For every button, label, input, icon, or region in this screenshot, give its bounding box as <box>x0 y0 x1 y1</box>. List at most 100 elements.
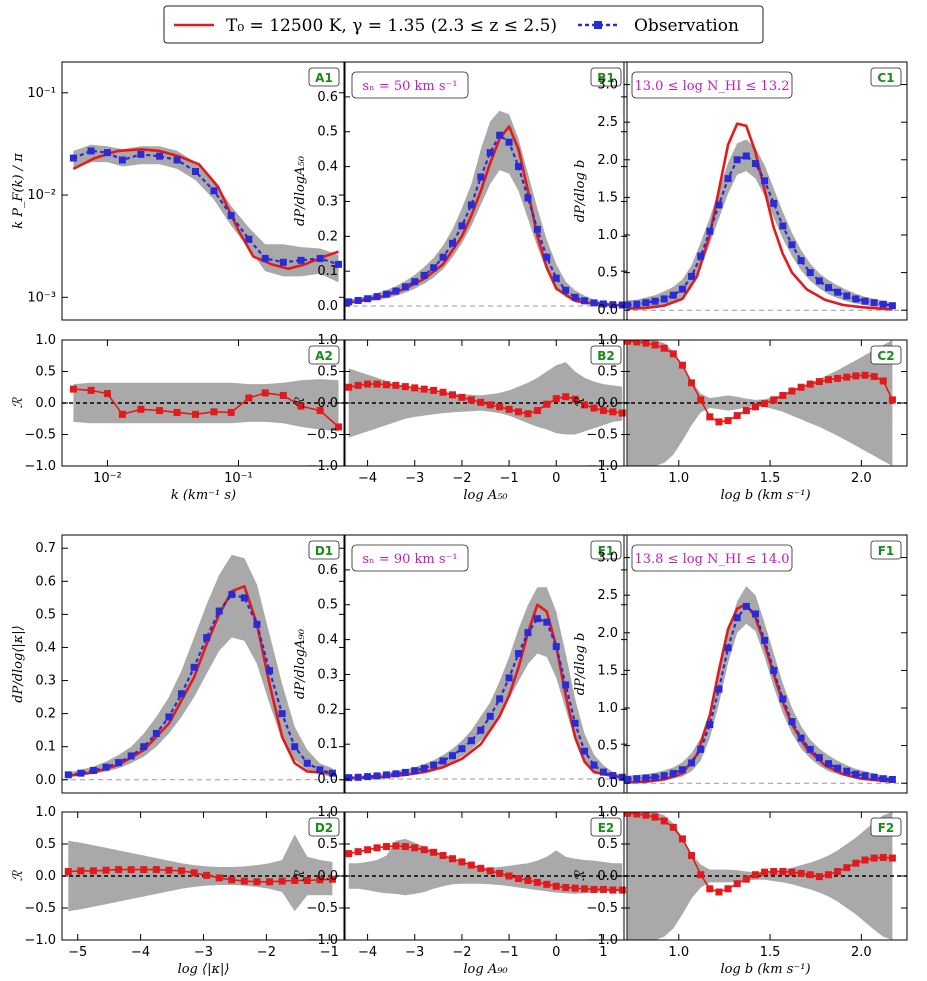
observation-point <box>496 695 504 703</box>
observation-point <box>140 743 148 751</box>
plot-area <box>344 110 627 309</box>
observation-point <box>669 769 677 777</box>
residual-point <box>515 408 523 416</box>
y-tick-label: −0.5 <box>306 901 338 916</box>
residual-point <box>834 868 842 876</box>
observation-point <box>382 290 390 298</box>
y-tick-label: 10⁻³ <box>27 290 56 305</box>
y-tick-label: 0.3 <box>317 194 338 209</box>
residual-point <box>715 888 723 896</box>
residual-point <box>715 418 723 426</box>
observation-point <box>806 745 814 753</box>
observation-point <box>115 759 123 767</box>
observation-point <box>392 287 400 295</box>
x-tick-label: −1 <box>320 945 339 960</box>
observation-point <box>177 690 185 698</box>
x-tick-label: −2 <box>257 945 276 960</box>
observation-point <box>888 302 896 310</box>
residual-point <box>227 408 235 416</box>
y-tick-label: −1.0 <box>306 459 338 474</box>
residual-point <box>724 885 732 893</box>
observation-point <box>505 138 513 146</box>
panel-tag-box <box>870 817 902 837</box>
observation-point <box>458 222 466 230</box>
observation-point <box>590 299 598 307</box>
y-tick-label: −1.0 <box>586 459 618 474</box>
observation-point <box>624 775 632 783</box>
y-tick-label: 0.4 <box>317 633 338 648</box>
residual-point <box>724 417 732 425</box>
residual-point <box>335 423 343 431</box>
y-tick-label: 0.1 <box>35 740 56 755</box>
y-tick-label: 0.5 <box>35 837 56 852</box>
observation-point <box>642 774 650 782</box>
x-tick-label: −2 <box>452 471 471 486</box>
annotation-text: sₙ = 90 km s⁻¹ <box>362 552 457 567</box>
observation-point <box>834 288 842 296</box>
observation-point <box>788 718 796 726</box>
observation-point <box>571 293 579 301</box>
residual-point <box>420 846 428 854</box>
annotation-text: 13.8 ≤ log N_HI ≤ 14.0 <box>635 552 790 567</box>
residual-point <box>651 341 659 349</box>
observation-point <box>590 761 598 769</box>
residual-point <box>69 385 77 393</box>
y-axis-label: k P_F(k) / π <box>11 153 26 229</box>
x-tick-label: −2 <box>452 945 471 960</box>
observation-point <box>806 269 814 277</box>
model-line <box>627 122 893 311</box>
observation-point <box>448 239 456 247</box>
residual-point <box>879 377 887 385</box>
residual-point <box>599 407 607 415</box>
observation-point <box>253 620 261 628</box>
y-axis-label: ℛ <box>573 396 588 408</box>
y-tick-label: 0.5 <box>317 125 338 140</box>
y-axis-label: ℛ <box>293 869 308 881</box>
observation-point <box>373 293 381 301</box>
plot-area <box>62 379 345 432</box>
y-axis-label: ℛ <box>11 396 26 408</box>
panel-b1: 0.0 0.1 0.2 0.3 0.4 0.5 0.6 dP/dlogA₅₀ B1 sₙ = 50… <box>293 61 628 321</box>
observation-point <box>316 766 324 774</box>
observation-point <box>515 650 523 658</box>
observation-point <box>152 729 160 737</box>
observation-point <box>879 300 887 308</box>
residual-point <box>89 867 97 875</box>
residual-point <box>448 855 456 863</box>
residual-point <box>624 812 632 817</box>
y-axis-label: ℛ <box>293 396 308 408</box>
plot-area <box>62 834 345 912</box>
y-tick-label: 0.3 <box>317 667 338 682</box>
observation-point <box>581 747 589 755</box>
residual-point <box>373 844 381 852</box>
residual-point <box>590 885 598 893</box>
residual-point <box>192 410 200 418</box>
residual-point <box>467 396 475 404</box>
residual-point <box>420 385 428 393</box>
observation-point <box>669 291 677 299</box>
y-tick-label: −1.0 <box>24 459 56 474</box>
residual-point <box>266 878 274 886</box>
observation-point <box>624 301 632 309</box>
panel-tag: C1 <box>877 71 894 85</box>
observation-point <box>401 283 409 291</box>
axes-frame <box>623 534 908 794</box>
panel-tag: F2 <box>878 821 895 835</box>
observation-point <box>609 772 617 780</box>
residual-point <box>609 886 617 894</box>
residual-point <box>815 378 823 386</box>
observation-point <box>345 298 353 306</box>
x-tick-label: 10⁻² <box>93 471 122 486</box>
observation-point <box>562 681 570 689</box>
y-tick-label: 0.0 <box>317 396 338 411</box>
residual-point <box>861 856 869 864</box>
residual-point <box>533 407 541 415</box>
observation-point <box>870 773 878 781</box>
residual-point <box>524 410 532 418</box>
residual-point <box>688 852 696 860</box>
observation-point <box>815 277 823 285</box>
y-tick-label: −1.0 <box>306 933 338 948</box>
observation-point <box>843 292 851 300</box>
x-tick-label: 0 <box>552 471 560 486</box>
